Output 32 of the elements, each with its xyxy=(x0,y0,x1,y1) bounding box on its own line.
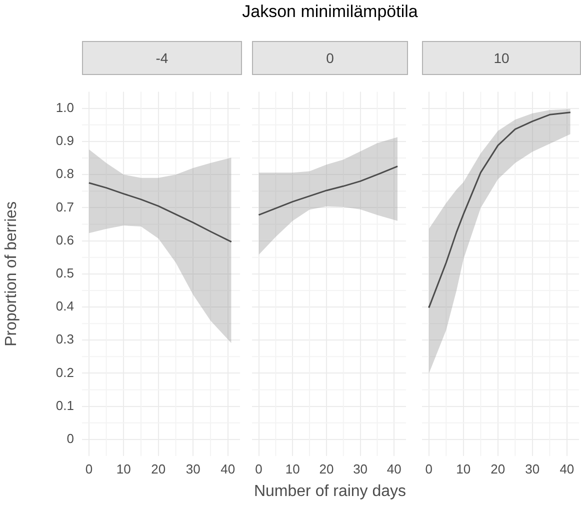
y-tick-label: 0.2 xyxy=(56,364,74,380)
chart-title: 0 xyxy=(252,41,408,75)
text: Jakson minimilämpötila xyxy=(242,2,418,22)
y-tick-label: 1.0 xyxy=(56,100,74,115)
y-tick-label: 0 xyxy=(66,431,74,446)
x-tick-label: 40 xyxy=(560,461,574,476)
x-tick-label: 0 xyxy=(85,461,93,476)
y-tick-label: 0.3 xyxy=(56,332,74,347)
x-tick-label: 40 xyxy=(220,461,236,476)
y-tick-label: 0.4 xyxy=(56,298,74,314)
x-tick-label: 30 xyxy=(525,461,540,476)
x-axis-title: Number of rainy days xyxy=(254,483,406,501)
x-tick-label: 0 xyxy=(255,461,262,476)
x-tick-label: 40 xyxy=(386,461,402,476)
x-tick-label: 20 xyxy=(151,461,166,476)
chart-title: 10 xyxy=(422,41,581,75)
chart-title: -4 xyxy=(82,41,242,75)
y-axis-title: Proportion of berries xyxy=(3,201,20,346)
x-tick-label: 30 xyxy=(186,461,200,476)
y-tick-label: 0.6 xyxy=(56,232,74,248)
y-tick-label: 0.1 xyxy=(56,398,74,413)
x-tick-label: 20 xyxy=(319,461,334,476)
x-tick-label: 10 xyxy=(116,461,131,476)
y-tick-label: 0.5 xyxy=(56,265,74,280)
x-tick-label: 10 xyxy=(285,461,300,476)
y-tick-label: 0.7 xyxy=(56,199,74,214)
x-tick-label: 30 xyxy=(353,461,368,476)
x-tick-label: 20 xyxy=(490,461,506,476)
x-tick-label: 10 xyxy=(456,461,471,476)
y-tick-label: 0.8 xyxy=(56,166,74,182)
x-tick-label: 0 xyxy=(425,461,433,476)
y-tick-label: 0.9 xyxy=(56,133,74,148)
